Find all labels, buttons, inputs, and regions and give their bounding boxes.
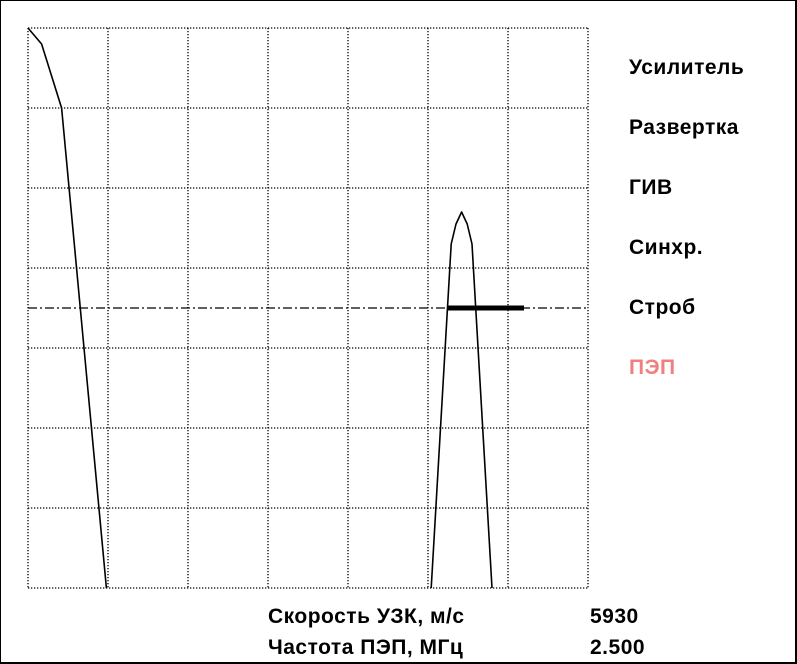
menu-item-gate[interactable]: Строб: [629, 296, 696, 319]
menu-item-probe[interactable]: ПЭП: [629, 356, 676, 379]
frequency-value: 2.500: [590, 636, 646, 659]
speed-value: 5930: [590, 605, 639, 628]
menu-item-sync[interactable]: Синхр.: [629, 236, 704, 259]
speed-label: Скорость УЗК, м/с: [268, 605, 465, 628]
signal-trace-1: [27, 27, 108, 589]
menu-item-sweep[interactable]: Развертка: [629, 116, 739, 139]
menu-item-generator[interactable]: ГИВ: [629, 176, 673, 199]
menu-item-amplifier[interactable]: Усилитель: [629, 56, 745, 79]
frequency-label: Частота ПЭП, МГц: [268, 636, 464, 659]
signal-trace-2: [430, 211, 493, 589]
